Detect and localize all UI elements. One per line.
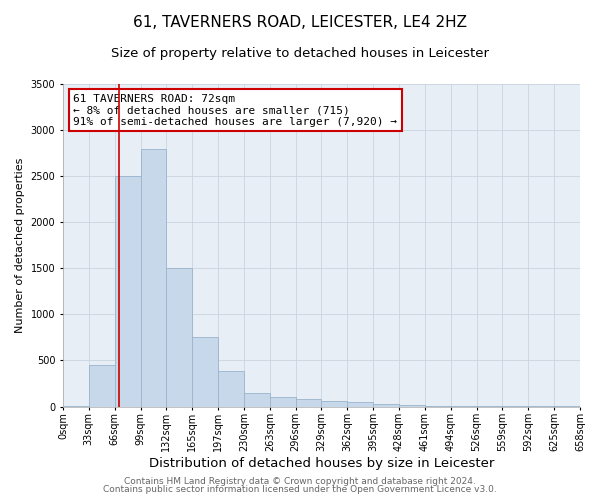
Bar xyxy=(270,398,296,406)
Text: Size of property relative to detached houses in Leicester: Size of property relative to detached ho… xyxy=(111,48,489,60)
Bar xyxy=(166,268,192,406)
Text: Contains public sector information licensed under the Open Government Licence v3: Contains public sector information licen… xyxy=(103,485,497,494)
Bar xyxy=(192,338,218,406)
Y-axis label: Number of detached properties: Number of detached properties xyxy=(15,158,25,333)
Bar xyxy=(399,404,425,406)
Text: Contains HM Land Registry data © Crown copyright and database right 2024.: Contains HM Land Registry data © Crown c… xyxy=(124,477,476,486)
Bar xyxy=(296,399,322,406)
Bar xyxy=(218,372,244,406)
Bar xyxy=(322,401,347,406)
Text: 61 TAVERNERS ROAD: 72sqm
← 8% of detached houses are smaller (715)
91% of semi-d: 61 TAVERNERS ROAD: 72sqm ← 8% of detache… xyxy=(73,94,397,127)
Text: 61, TAVERNERS ROAD, LEICESTER, LE4 2HZ: 61, TAVERNERS ROAD, LEICESTER, LE4 2HZ xyxy=(133,15,467,30)
Bar xyxy=(115,176,140,406)
Bar xyxy=(244,392,270,406)
Bar xyxy=(373,404,399,406)
X-axis label: Distribution of detached houses by size in Leicester: Distribution of detached houses by size … xyxy=(149,457,494,470)
Bar xyxy=(140,148,166,406)
Bar xyxy=(89,365,115,406)
Bar xyxy=(347,402,373,406)
